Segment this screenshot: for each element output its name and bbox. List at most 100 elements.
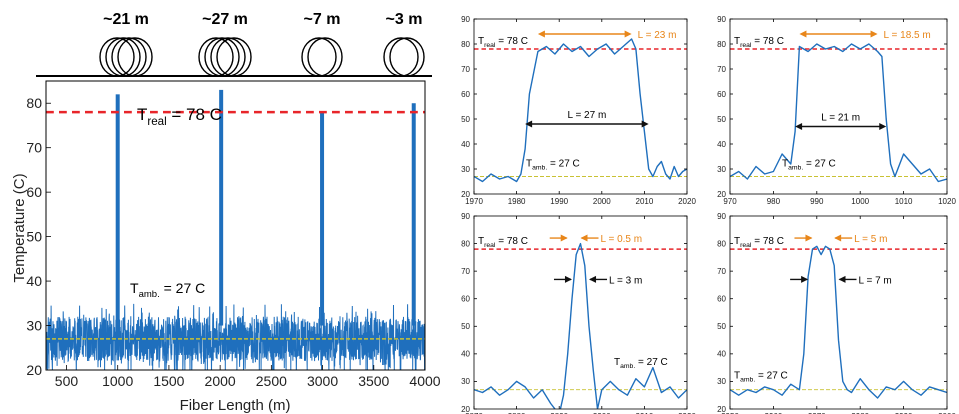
black-length-arrow-left-head xyxy=(801,275,809,283)
y-tick-label: 80 xyxy=(26,95,42,111)
plot-frame xyxy=(729,18,948,195)
plot-frame xyxy=(729,215,948,410)
coil-loop xyxy=(117,37,153,77)
y-axis-title: Temperature (C) xyxy=(11,173,28,282)
y-tick-label: 50 xyxy=(717,322,726,331)
black-length-label: L = 3 m xyxy=(609,275,642,286)
coil-loop xyxy=(383,37,419,77)
black-length-arrow xyxy=(525,120,649,128)
ambient-temp-label-subscript: amb. xyxy=(532,165,547,172)
plot-zoom3: 3870 3880 3890 3900 3910 3920 20 30 40 50 60 70 80 90… xyxy=(461,212,696,414)
y-tick-label: 40 xyxy=(461,140,470,149)
black-length-label: L = 7 m xyxy=(859,275,892,286)
y-tick-label: 60 xyxy=(717,295,726,304)
x-tick-label: 1500 xyxy=(153,373,184,389)
real-temp-label-subscript: real xyxy=(484,242,496,249)
temperature-trace xyxy=(474,38,687,183)
black-length-arrow xyxy=(795,123,887,130)
coil-loop xyxy=(99,37,135,77)
coil-loop xyxy=(301,37,337,77)
y-tick-label: 80 xyxy=(717,239,726,248)
x-tick-label: 2960 xyxy=(765,412,783,414)
ambient-temp-label: Tamb. = 27 C xyxy=(734,371,788,384)
x-tick-label: 3900 xyxy=(593,412,611,414)
real-temp-label-subscript: real xyxy=(147,116,166,128)
real-temp-label: Treal = 78 C xyxy=(478,236,528,249)
coil-length-label: ~7 m xyxy=(304,11,341,28)
orange-length-label: L = 0.5 m xyxy=(601,234,643,245)
real-temp-label-symbol: T xyxy=(137,105,147,124)
black-length-arrow-left-head xyxy=(564,275,572,283)
black-length-arrow xyxy=(790,275,857,283)
orange-length-arrow-head-right xyxy=(624,30,632,38)
y-tick-label: 20 xyxy=(717,190,726,199)
x-tick-label: 3000 xyxy=(307,373,338,389)
x-tick-label: 1000 xyxy=(851,197,869,206)
temperature-trace xyxy=(46,303,425,370)
x-tick-label: 2000 xyxy=(205,373,236,389)
ambient-temp-label-value: = 27 C xyxy=(803,159,836,170)
ambient-temp-label-subscript: amb. xyxy=(620,363,635,370)
coil-length-label: ~3 m xyxy=(386,11,423,28)
orange-length-arrow-right-head xyxy=(834,234,842,242)
coil-loop xyxy=(105,37,141,77)
coil-loop xyxy=(111,37,147,77)
ambient-temp-label-symbol: T xyxy=(734,371,740,382)
plot-frame xyxy=(473,18,688,195)
y-tick-label: 60 xyxy=(717,90,726,99)
temperature-trace xyxy=(730,43,947,183)
y-tick-label: 30 xyxy=(26,317,42,333)
ambient-temp-label: Tamb. = 27 C xyxy=(526,159,580,172)
temperature-peak xyxy=(411,103,416,326)
ambient-temp-label-symbol: T xyxy=(526,159,532,170)
y-tick-label: 50 xyxy=(717,115,726,124)
y-tick-label: 30 xyxy=(717,165,726,174)
real-temp-label-value: = 78 C xyxy=(751,36,784,47)
x-tick-label: 3920 xyxy=(678,412,696,414)
orange-length-arrow-head-right xyxy=(870,30,878,38)
real-temp-label-subscript: real xyxy=(740,42,752,49)
ambient-temp-label-value: = 27 C xyxy=(635,357,668,368)
x-tick-label: 2010 xyxy=(636,197,654,206)
y-tick-label: 70 xyxy=(26,140,42,156)
x-tick-label: 1000 xyxy=(102,373,133,389)
y-tick-label: 20 xyxy=(461,405,470,414)
temperature-peak xyxy=(115,94,120,326)
real-temp-label: Treal = 78 C xyxy=(734,236,784,249)
x-tick-label: 980 xyxy=(767,197,781,206)
x-tick-label: 2000 xyxy=(593,197,611,206)
coil-loop xyxy=(389,37,425,77)
real-temp-label-symbol: T xyxy=(478,236,484,247)
temperature-trace xyxy=(474,242,687,409)
real-temp-label-value: = 78 C xyxy=(751,236,784,247)
black-length-arrow-right-head xyxy=(838,275,846,283)
y-tick-label: 90 xyxy=(717,15,726,24)
orange-length-label: L = 23 m xyxy=(638,30,677,41)
orange-length-arrow-head-left xyxy=(537,30,545,38)
x-tick-label: 1990 xyxy=(550,197,568,206)
x-tick-label: 1010 xyxy=(895,197,913,206)
y-tick-label: 60 xyxy=(461,90,470,99)
main-temperature-plot: 500 1000 1500 2000 2500 3000 3500 4000 20 30 40 50 6… xyxy=(11,80,441,414)
y-tick-label: 50 xyxy=(461,115,470,124)
x-tick-label: 4000 xyxy=(409,373,440,389)
black-length-arrow-right-head xyxy=(589,275,597,283)
y-tick-label: 40 xyxy=(717,140,726,149)
real-temp-label: Treal = 78 C xyxy=(137,105,222,128)
real-temp-label: Treal = 78 C xyxy=(734,36,784,49)
coil-loop xyxy=(204,37,240,77)
y-tick-label: 50 xyxy=(26,229,42,245)
x-tick-label: 2950 xyxy=(721,412,739,414)
real-temp-label: Treal = 78 C xyxy=(478,36,528,49)
real-temp-label-value: = 78 C xyxy=(495,236,528,247)
y-tick-label: 90 xyxy=(461,212,470,221)
plot-area xyxy=(730,43,947,183)
y-tick-label: 40 xyxy=(461,350,470,359)
black-length-arrow-head-left xyxy=(525,120,533,128)
coil-loop xyxy=(210,37,246,77)
orange-length-label: L = 18.5 m xyxy=(884,30,931,41)
y-tick-label: 20 xyxy=(26,362,42,378)
zoom-plots: 1970 1980 1990 2000 2010 20202030405060708090… xyxy=(461,15,956,414)
temperature-peak xyxy=(320,112,325,326)
real-temp-label-subscript: real xyxy=(484,42,496,49)
